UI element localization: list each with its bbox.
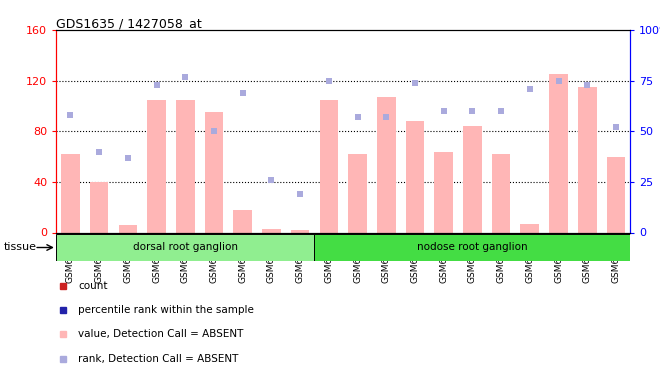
Text: nodose root ganglion: nodose root ganglion — [417, 243, 528, 252]
Bar — [147, 100, 166, 232]
Bar — [607, 157, 625, 232]
Text: GDS1635 / 1427058_at: GDS1635 / 1427058_at — [56, 17, 202, 30]
Bar — [176, 100, 195, 232]
Bar — [205, 112, 223, 232]
Bar — [119, 225, 137, 232]
Text: value, Detection Call = ABSENT: value, Detection Call = ABSENT — [78, 329, 244, 339]
Text: tissue: tissue — [3, 243, 36, 252]
Text: count: count — [78, 280, 108, 291]
Bar — [521, 224, 539, 232]
Bar — [348, 154, 367, 232]
Bar — [90, 182, 108, 232]
Bar — [61, 154, 80, 232]
Bar — [578, 87, 597, 232]
Bar — [319, 100, 338, 232]
Bar — [492, 154, 510, 232]
Text: percentile rank within the sample: percentile rank within the sample — [78, 305, 254, 315]
Bar — [291, 230, 310, 232]
Bar — [314, 234, 630, 261]
Bar — [234, 210, 252, 232]
Bar — [262, 229, 280, 232]
Bar — [549, 74, 568, 232]
Bar — [463, 126, 482, 232]
Bar — [434, 152, 453, 232]
Bar — [56, 234, 315, 261]
Text: rank, Detection Call = ABSENT: rank, Detection Call = ABSENT — [78, 354, 238, 364]
Text: dorsal root ganglion: dorsal root ganglion — [133, 243, 238, 252]
Bar — [406, 121, 424, 232]
Bar — [377, 97, 395, 232]
